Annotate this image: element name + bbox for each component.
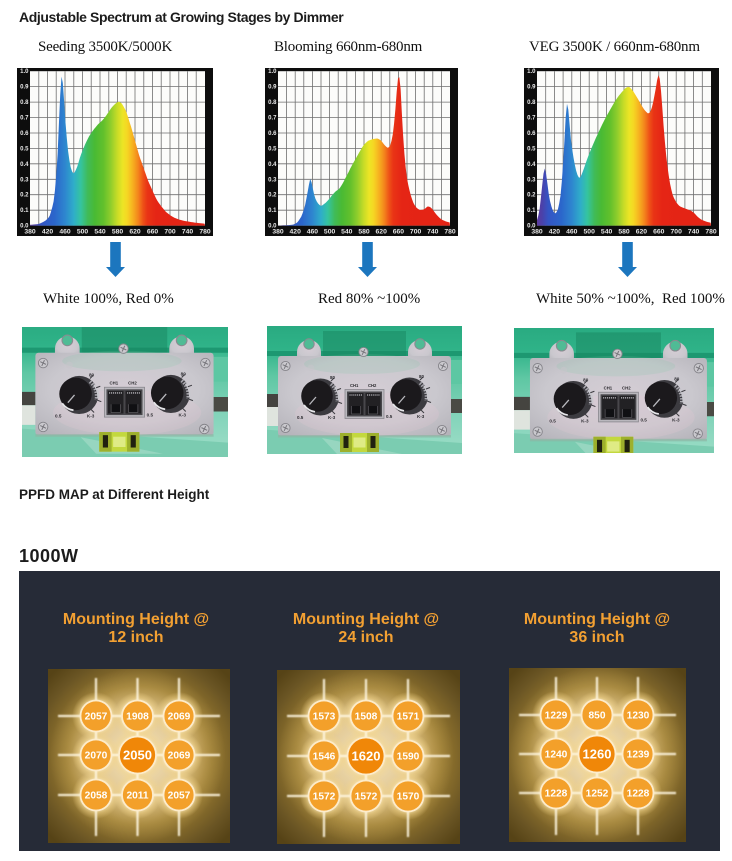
- svg-text:1252: 1252: [586, 789, 609, 800]
- svg-text:1546: 1546: [313, 752, 336, 763]
- svg-text:1.0: 1.0: [527, 69, 536, 75]
- svg-text:1228: 1228: [627, 789, 650, 800]
- svg-text:700: 700: [410, 229, 422, 236]
- svg-text:1.0: 1.0: [268, 69, 277, 75]
- svg-text:620: 620: [376, 229, 388, 236]
- svg-text:580: 580: [618, 229, 630, 236]
- svg-text:1229: 1229: [545, 711, 568, 722]
- svg-text:0.3: 0.3: [20, 177, 29, 183]
- svg-text:740: 740: [427, 229, 439, 236]
- svg-text:540: 540: [94, 229, 106, 236]
- svg-text:1590: 1590: [397, 752, 420, 763]
- svg-text:0.2: 0.2: [527, 193, 536, 199]
- svg-text:0.5: 0.5: [268, 146, 277, 152]
- svg-text:460: 460: [59, 229, 71, 236]
- svg-text:580: 580: [112, 229, 124, 236]
- svg-text:0.3: 0.3: [268, 177, 277, 183]
- svg-text:0.9: 0.9: [527, 85, 536, 91]
- svg-text:0.5: 0.5: [527, 146, 536, 152]
- svg-text:0.7: 0.7: [20, 116, 29, 122]
- svg-text:0.4: 0.4: [527, 162, 536, 168]
- svg-text:780: 780: [444, 229, 456, 236]
- svg-text:660: 660: [147, 229, 159, 236]
- svg-text:460: 460: [307, 229, 319, 236]
- svg-text:660: 660: [393, 229, 405, 236]
- svg-text:540: 540: [341, 229, 353, 236]
- svg-text:0.1: 0.1: [268, 208, 277, 214]
- svg-text:1228: 1228: [545, 789, 568, 800]
- svg-text:0.0: 0.0: [20, 224, 29, 230]
- svg-text:2069: 2069: [168, 751, 191, 762]
- svg-text:1573: 1573: [313, 712, 336, 723]
- svg-text:0.0: 0.0: [527, 224, 536, 230]
- svg-text:660: 660: [653, 229, 665, 236]
- svg-text:0.6: 0.6: [268, 131, 277, 137]
- svg-text:500: 500: [324, 229, 336, 236]
- svg-text:0.8: 0.8: [527, 100, 536, 106]
- svg-text:1508: 1508: [355, 712, 378, 723]
- svg-text:0.8: 0.8: [268, 100, 277, 106]
- svg-text:2057: 2057: [85, 712, 108, 723]
- svg-text:0.9: 0.9: [20, 85, 29, 91]
- svg-text:700: 700: [671, 229, 683, 236]
- svg-text:500: 500: [584, 229, 596, 236]
- svg-text:0.4: 0.4: [268, 162, 277, 168]
- svg-text:0.6: 0.6: [20, 131, 29, 137]
- svg-text:420: 420: [42, 229, 54, 236]
- svg-text:620: 620: [129, 229, 141, 236]
- svg-text:0.7: 0.7: [268, 116, 277, 122]
- svg-text:740: 740: [688, 229, 700, 236]
- svg-text:850: 850: [589, 711, 606, 722]
- svg-text:380: 380: [24, 229, 36, 236]
- svg-text:1572: 1572: [313, 792, 336, 803]
- svg-text:1230: 1230: [627, 711, 650, 722]
- svg-text:0.4: 0.4: [20, 162, 29, 168]
- svg-text:1260: 1260: [583, 747, 612, 762]
- svg-text:0.1: 0.1: [527, 208, 536, 214]
- svg-text:580: 580: [358, 229, 370, 236]
- svg-text:780: 780: [199, 229, 211, 236]
- svg-text:2069: 2069: [168, 712, 191, 723]
- svg-text:1240: 1240: [545, 750, 568, 761]
- svg-text:420: 420: [549, 229, 561, 236]
- svg-text:0.9: 0.9: [268, 85, 277, 91]
- svg-text:2050: 2050: [123, 748, 152, 763]
- svg-text:0.2: 0.2: [268, 193, 277, 199]
- svg-text:2070: 2070: [85, 751, 108, 762]
- svg-text:0.3: 0.3: [527, 177, 536, 183]
- svg-text:500: 500: [77, 229, 89, 236]
- svg-text:1620: 1620: [352, 749, 381, 764]
- svg-text:2011: 2011: [126, 791, 148, 802]
- svg-text:380: 380: [272, 229, 284, 236]
- svg-text:0.0: 0.0: [268, 224, 277, 230]
- svg-text:1239: 1239: [627, 750, 650, 761]
- svg-text:420: 420: [290, 229, 302, 236]
- svg-text:1908: 1908: [126, 712, 149, 723]
- svg-text:540: 540: [601, 229, 613, 236]
- svg-text:620: 620: [636, 229, 648, 236]
- svg-text:460: 460: [566, 229, 578, 236]
- svg-text:0.1: 0.1: [20, 208, 29, 214]
- svg-text:0.2: 0.2: [20, 193, 29, 199]
- svg-text:1.0: 1.0: [20, 69, 29, 75]
- svg-text:2057: 2057: [168, 791, 191, 802]
- svg-text:0.5: 0.5: [20, 146, 29, 152]
- svg-text:780: 780: [705, 229, 717, 236]
- svg-text:1572: 1572: [355, 792, 378, 803]
- svg-text:700: 700: [164, 229, 176, 236]
- svg-text:380: 380: [531, 229, 543, 236]
- svg-text:0.7: 0.7: [527, 116, 536, 122]
- svg-text:0.8: 0.8: [20, 100, 29, 106]
- svg-text:0.6: 0.6: [527, 131, 536, 137]
- svg-text:1571: 1571: [397, 712, 420, 723]
- svg-text:2058: 2058: [85, 791, 108, 802]
- svg-text:1570: 1570: [397, 792, 420, 803]
- svg-text:740: 740: [182, 229, 194, 236]
